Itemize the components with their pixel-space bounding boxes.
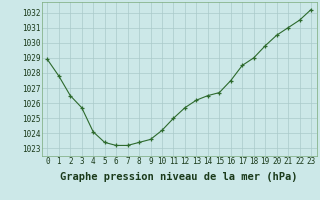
X-axis label: Graphe pression niveau de la mer (hPa): Graphe pression niveau de la mer (hPa) bbox=[60, 172, 298, 182]
